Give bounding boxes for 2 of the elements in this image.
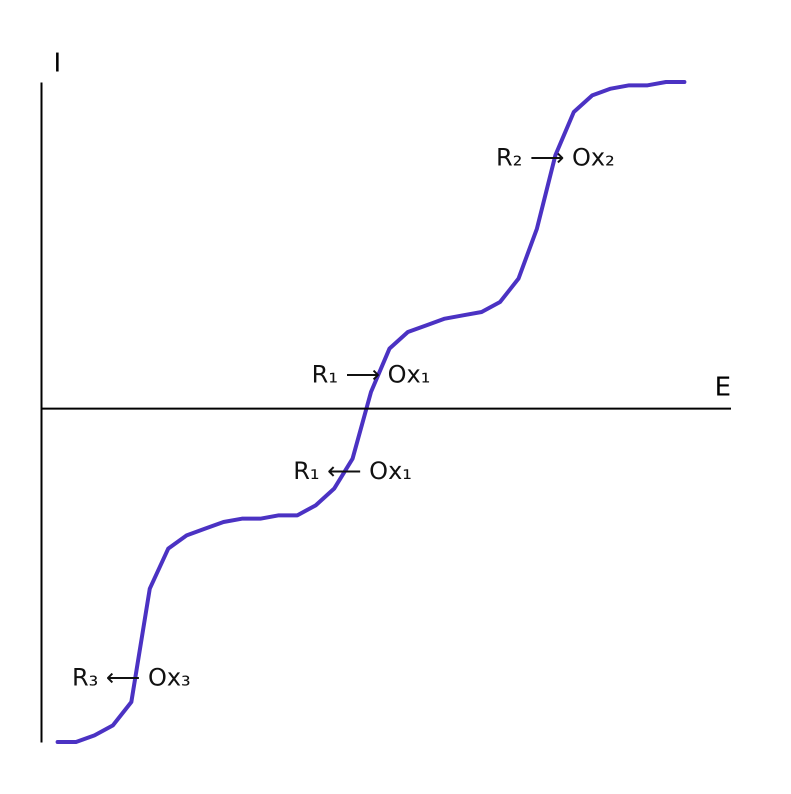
y-axis-title: I xyxy=(54,48,62,78)
x-axis-title: E xyxy=(714,372,731,403)
